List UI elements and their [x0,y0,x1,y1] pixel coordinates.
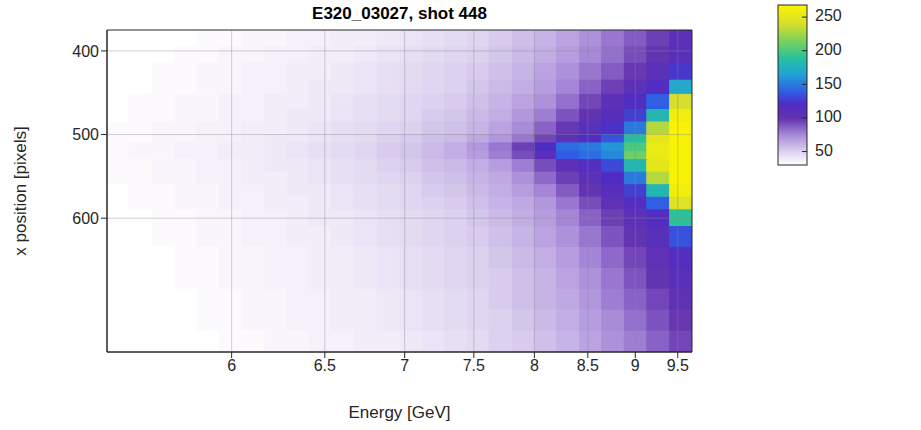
svg-text:150: 150 [815,75,842,92]
svg-text:9.5: 9.5 [667,357,689,374]
svg-text:50: 50 [815,142,833,159]
svg-text:Energy [GeV]: Energy [GeV] [348,403,450,422]
svg-text:400: 400 [72,43,99,60]
svg-text:200: 200 [815,41,842,58]
html-text:E320_03027, shot 448: E320_03027, shot 448 [312,4,487,23]
svg-text:100: 100 [815,108,842,125]
svg-text:6.5: 6.5 [314,357,336,374]
svg-text:7.5: 7.5 [463,357,485,374]
svg-text:600: 600 [72,210,99,227]
svg-text:9: 9 [631,357,640,374]
svg-text:500: 500 [72,126,99,143]
svg-text:250: 250 [815,7,842,24]
svg-text:8: 8 [530,357,539,374]
svg-text:x position [pixels]: x position [pixels] [11,126,30,255]
svg-text:6: 6 [227,357,236,374]
svg-text:8.5: 8.5 [577,357,599,374]
svg-text:7: 7 [400,357,409,374]
